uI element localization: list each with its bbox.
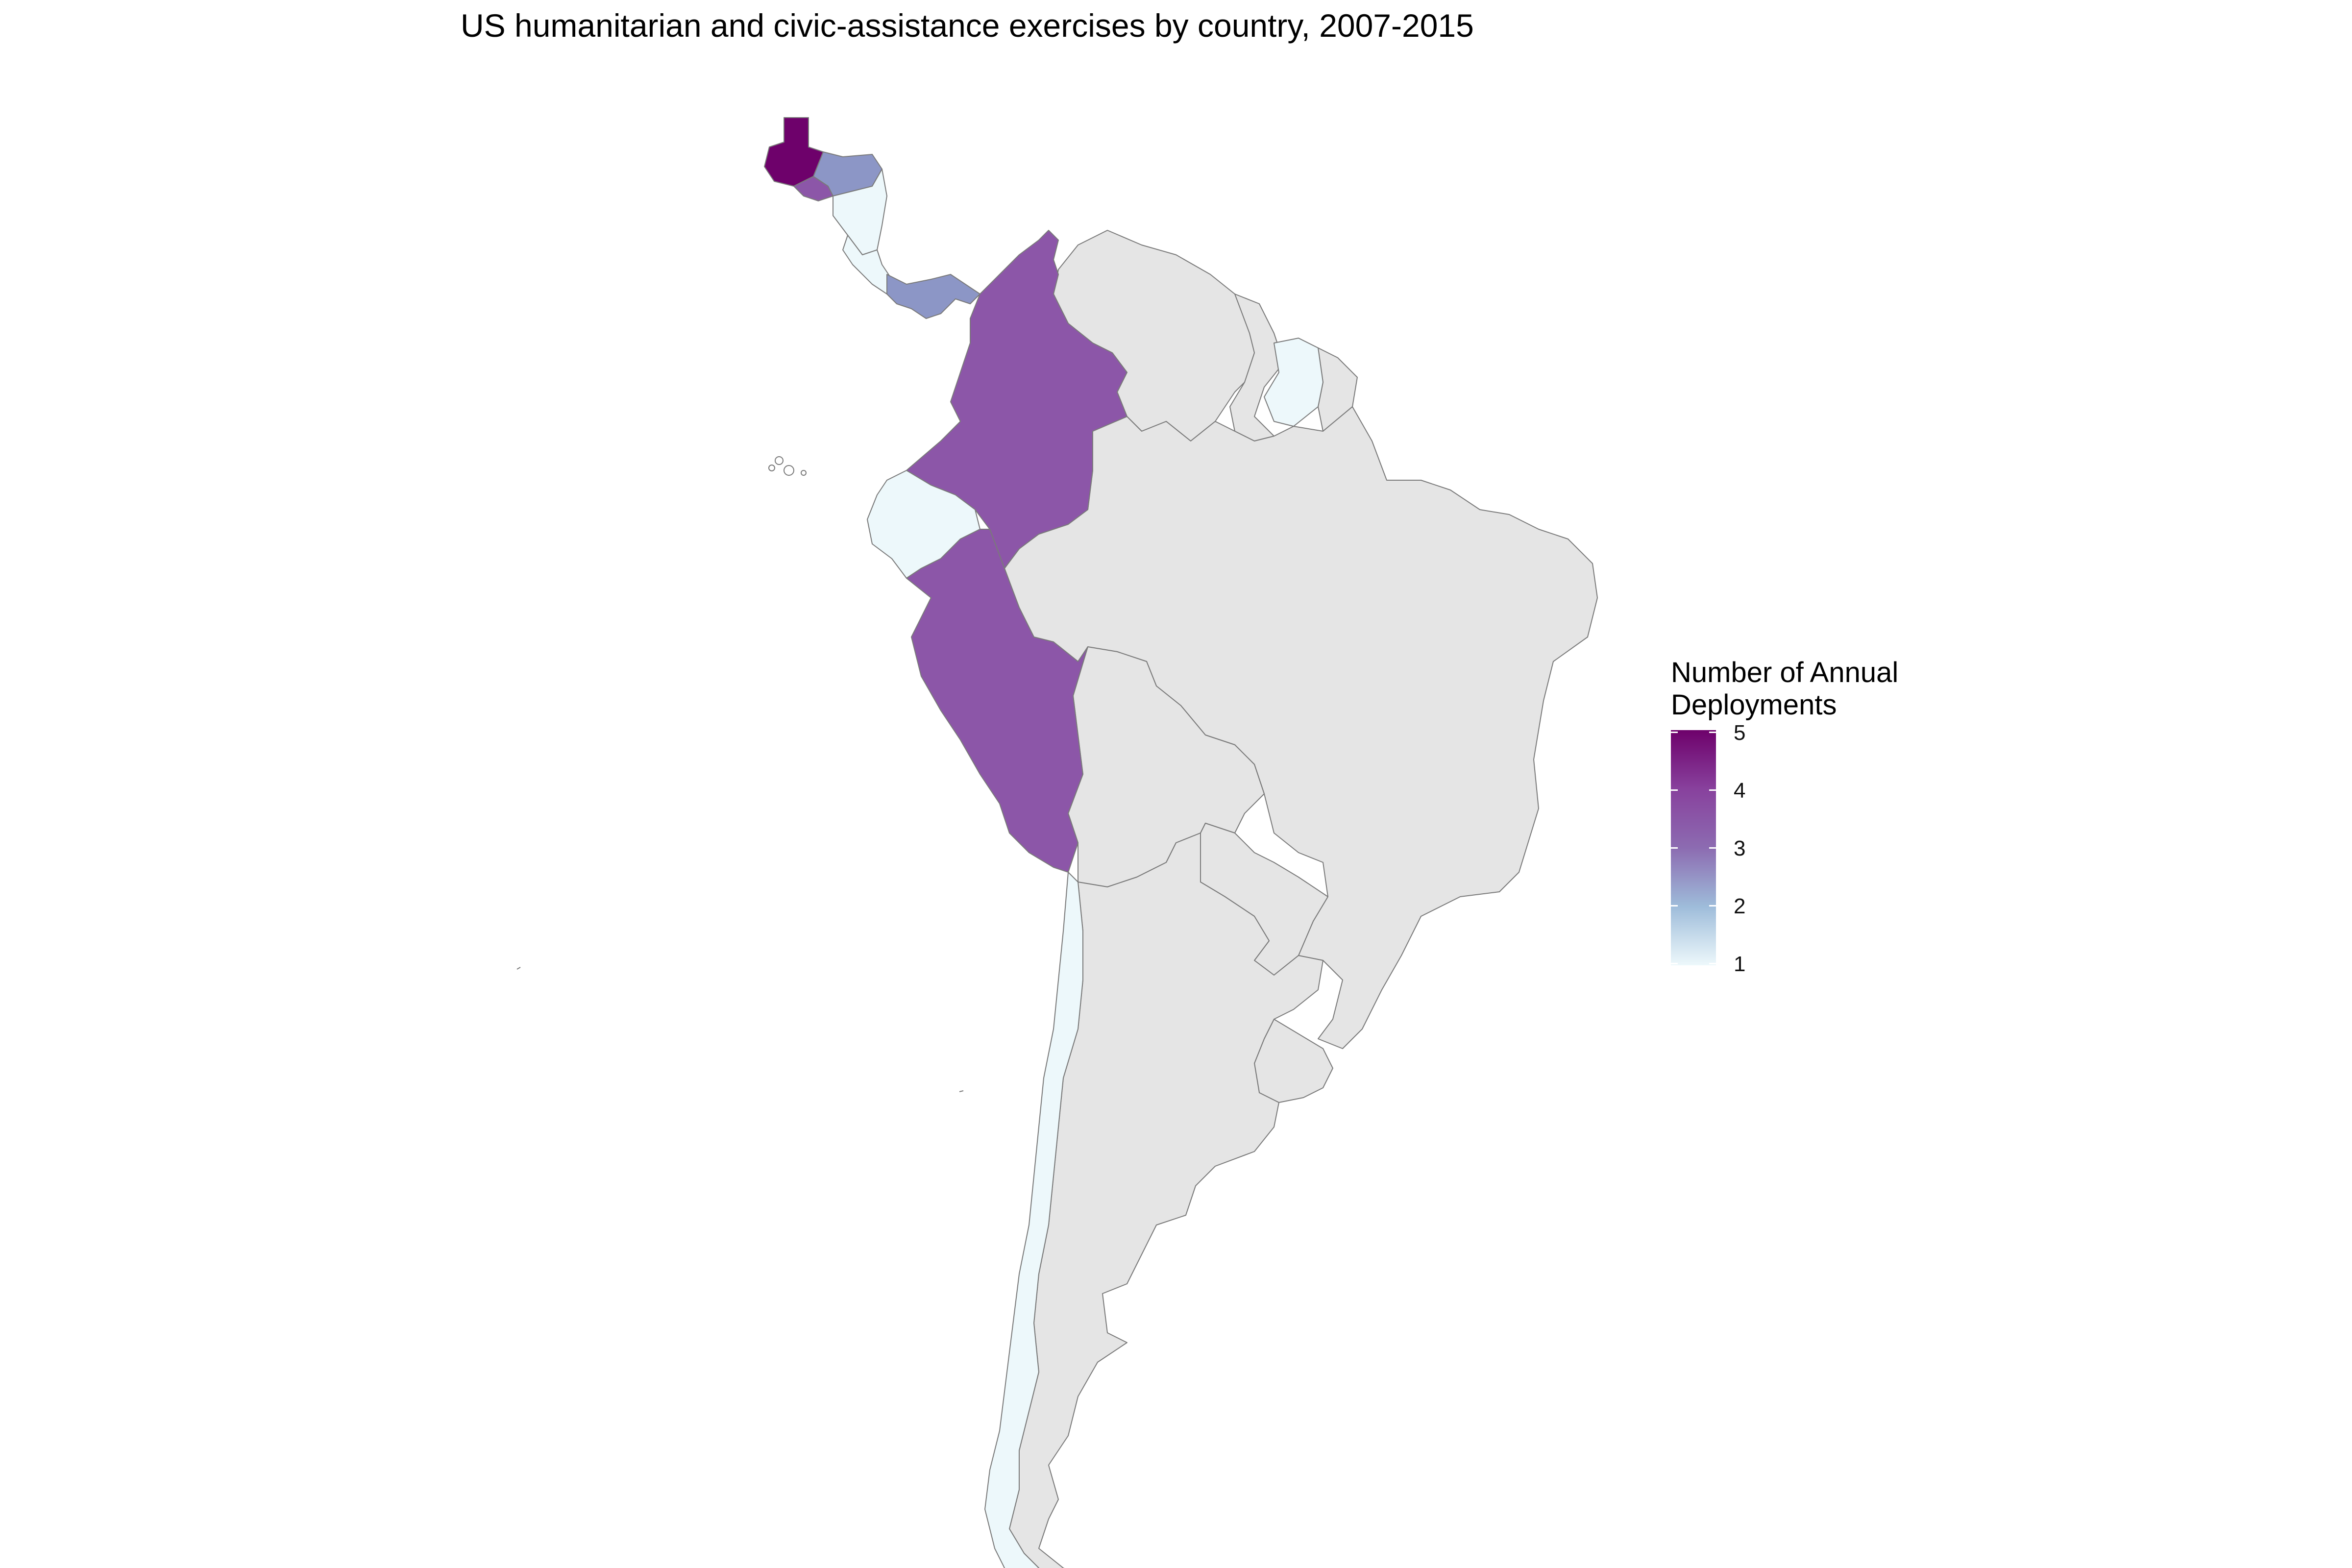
country-chile <box>984 872 1083 1568</box>
remote-island-2 <box>959 1090 964 1092</box>
legend-title-line1: Number of Annual <box>1671 657 1899 688</box>
country-peru <box>906 529 1088 873</box>
legend-title: Number of Annual Deployments <box>1671 657 1945 721</box>
legend-tick-label: 3 <box>1734 836 1746 860</box>
country-nicaragua <box>833 169 887 255</box>
legend-colorbar <box>1671 730 1716 965</box>
legend-tick-label: 5 <box>1734 721 1746 745</box>
legend-tick-label: 2 <box>1734 894 1746 918</box>
legend-body: 5 4 3 2 1 <box>1671 721 1965 985</box>
legend-tick-label: 1 <box>1734 952 1746 976</box>
map-title: US humanitarian and civic-assistance exe… <box>461 7 1474 44</box>
legend-title-line2: Deployments <box>1671 689 1837 721</box>
remote-island-1 <box>516 967 521 970</box>
country-panama <box>886 274 980 319</box>
color-legend: Number of Annual Deployments 5 4 3 2 1 <box>1671 657 1965 985</box>
country-suriname <box>1264 338 1323 427</box>
legend-tick-label: 4 <box>1734 779 1746 803</box>
country-colombia <box>906 230 1127 569</box>
galapagos-islands <box>768 456 807 476</box>
